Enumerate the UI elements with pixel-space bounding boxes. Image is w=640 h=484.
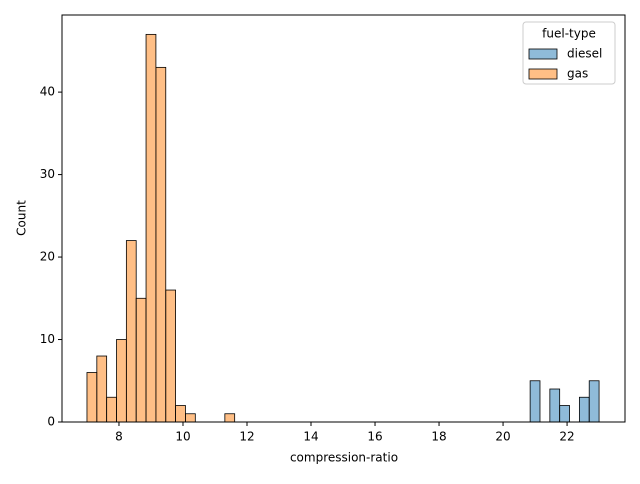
bar xyxy=(155,66,167,423)
bar xyxy=(165,289,176,423)
x-tick-label: 10 xyxy=(175,430,190,444)
legend-label: gas xyxy=(567,67,588,81)
bar xyxy=(529,380,541,423)
x-tick-label: 22 xyxy=(559,430,574,444)
x-tick-label: 14 xyxy=(303,430,318,444)
x-axis-label: compression-ratio xyxy=(290,451,398,465)
bar xyxy=(185,413,196,423)
x-tick-label: 8 xyxy=(115,430,123,444)
y-tick-label: 40 xyxy=(40,85,55,99)
bar xyxy=(559,405,570,423)
bar xyxy=(588,380,600,423)
bar xyxy=(549,388,561,423)
bar xyxy=(224,413,236,423)
bar xyxy=(125,240,137,423)
y-tick-label: 20 xyxy=(40,250,55,264)
bar xyxy=(578,396,590,423)
bar xyxy=(145,33,157,423)
y-tick-label: 0 xyxy=(47,415,55,429)
bar xyxy=(96,355,108,423)
legend-swatch xyxy=(528,68,558,80)
legend-box xyxy=(522,21,616,85)
bar xyxy=(106,396,117,423)
y-axis-label: Count xyxy=(15,200,29,236)
plot-frame xyxy=(61,14,626,423)
x-tick-label: 20 xyxy=(495,430,510,444)
bar xyxy=(135,297,147,423)
x-tick-label: 16 xyxy=(367,430,382,444)
legend-title: fuel-type xyxy=(542,27,596,41)
x-tick-label: 18 xyxy=(431,430,446,444)
y-tick-label: 10 xyxy=(40,332,55,346)
legend-swatch xyxy=(528,48,558,60)
legend-label: diesel xyxy=(567,47,602,61)
y-tick-label: 30 xyxy=(40,167,55,181)
bar xyxy=(175,405,186,423)
bar xyxy=(86,372,98,423)
x-tick-label: 12 xyxy=(239,430,254,444)
bar xyxy=(116,339,127,423)
